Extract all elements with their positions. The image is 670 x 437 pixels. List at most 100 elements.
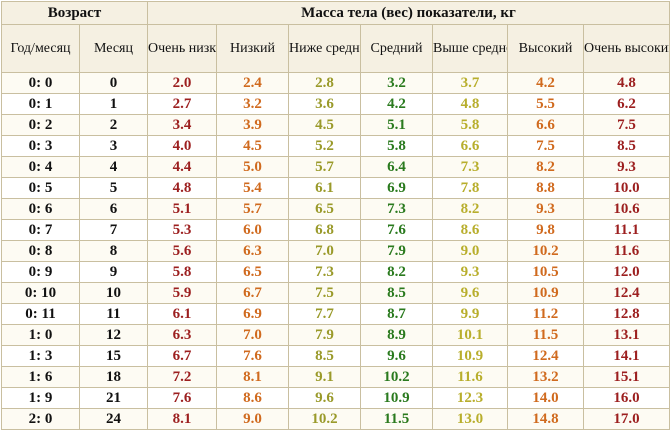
col-header-average: Средний bbox=[360, 24, 433, 73]
cell-year-month: 1: 3 bbox=[1, 345, 80, 367]
cell-month: 2 bbox=[79, 114, 148, 136]
cell-month: 15 bbox=[79, 345, 148, 367]
cell-below-average: 4.5 bbox=[288, 114, 361, 136]
cell-below-average: 9.1 bbox=[288, 366, 361, 388]
cell-below-average: 6.1 bbox=[288, 177, 361, 199]
table-row: 0: 10 10 5.9 6.7 7.5 8.5 9.6 10.9 12.4 bbox=[1, 282, 670, 304]
weight-table-body: 0: 0 0 2.0 2.4 2.8 3.2 3.7 4.2 4.8 0: 1 1 2.7 3.2 3.6… bbox=[1, 72, 670, 430]
cell-very-low: 6.3 bbox=[147, 324, 217, 346]
cell-above-average: 10.1 bbox=[432, 324, 508, 346]
cell-very-low: 3.4 bbox=[147, 114, 217, 136]
table-row: 0: 9 9 5.8 6.5 7.3 8.2 9.3 10.5 12.0 bbox=[1, 261, 670, 283]
cell-year-month: 0: 2 bbox=[1, 114, 80, 136]
cell-low: 8.1 bbox=[216, 366, 289, 388]
cell-very-high: 7.5 bbox=[583, 114, 670, 136]
cell-high: 14.0 bbox=[507, 387, 584, 409]
cell-average: 5.8 bbox=[360, 135, 433, 157]
col-header-high: Высокий bbox=[507, 24, 584, 73]
col-header-month: Месяц bbox=[79, 24, 148, 73]
cell-above-average: 6.6 bbox=[432, 135, 508, 157]
cell-year-month: 0: 8 bbox=[1, 240, 80, 262]
cell-below-average: 9.6 bbox=[288, 387, 361, 409]
cell-high: 9.3 bbox=[507, 198, 584, 220]
cell-high: 12.4 bbox=[507, 345, 584, 367]
col-header-year-month: Год/месяц bbox=[1, 24, 80, 73]
cell-low: 6.9 bbox=[216, 303, 289, 325]
cell-above-average: 9.6 bbox=[432, 282, 508, 304]
mass-group-header: Масса тела (вес) показатели, кг bbox=[147, 1, 670, 25]
cell-average: 8.2 bbox=[360, 261, 433, 283]
cell-high: 10.9 bbox=[507, 282, 584, 304]
cell-above-average: 12.3 bbox=[432, 387, 508, 409]
cell-low: 2.4 bbox=[216, 72, 289, 94]
cell-high: 13.2 bbox=[507, 366, 584, 388]
table-row: 2: 0 24 8.1 9.0 10.2 11.5 13.0 14.8 17.0 bbox=[1, 408, 670, 430]
cell-average: 7.9 bbox=[360, 240, 433, 262]
cell-very-low: 5.1 bbox=[147, 198, 217, 220]
cell-month: 8 bbox=[79, 240, 148, 262]
cell-below-average: 7.7 bbox=[288, 303, 361, 325]
cell-very-low: 6.1 bbox=[147, 303, 217, 325]
cell-above-average: 9.9 bbox=[432, 303, 508, 325]
cell-very-low: 4.0 bbox=[147, 135, 217, 157]
cell-very-low: 7.6 bbox=[147, 387, 217, 409]
cell-year-month: 0: 0 bbox=[1, 72, 80, 94]
cell-month: 18 bbox=[79, 366, 148, 388]
cell-high: 6.6 bbox=[507, 114, 584, 136]
cell-average: 10.9 bbox=[360, 387, 433, 409]
cell-year-month: 1: 0 bbox=[1, 324, 80, 346]
cell-above-average: 9.3 bbox=[432, 261, 508, 283]
table-row: 0: 6 6 5.1 5.7 6.5 7.3 8.2 9.3 10.6 bbox=[1, 198, 670, 220]
cell-below-average: 6.8 bbox=[288, 219, 361, 241]
cell-very-low: 2.7 bbox=[147, 93, 217, 115]
cell-very-low: 8.1 bbox=[147, 408, 217, 430]
cell-average: 7.6 bbox=[360, 219, 433, 241]
cell-low: 8.6 bbox=[216, 387, 289, 409]
cell-below-average: 3.6 bbox=[288, 93, 361, 115]
cell-very-low: 4.8 bbox=[147, 177, 217, 199]
cell-high: 10.5 bbox=[507, 261, 584, 283]
col-header-low: Низкий bbox=[216, 24, 289, 73]
cell-below-average: 2.8 bbox=[288, 72, 361, 94]
cell-month: 10 bbox=[79, 282, 148, 304]
cell-below-average: 7.0 bbox=[288, 240, 361, 262]
cell-high: 11.2 bbox=[507, 303, 584, 325]
cell-average: 11.5 bbox=[360, 408, 433, 430]
cell-month: 12 bbox=[79, 324, 148, 346]
cell-high: 14.8 bbox=[507, 408, 584, 430]
cell-high: 10.2 bbox=[507, 240, 584, 262]
cell-below-average: 7.5 bbox=[288, 282, 361, 304]
cell-very-low: 4.4 bbox=[147, 156, 217, 178]
cell-year-month: 0: 4 bbox=[1, 156, 80, 178]
age-group-header: Возраст bbox=[1, 1, 148, 25]
cell-year-month: 1: 6 bbox=[1, 366, 80, 388]
cell-high: 4.2 bbox=[507, 72, 584, 94]
table-row: 0: 7 7 5.3 6.0 6.8 7.6 8.6 9.8 11.1 bbox=[1, 219, 670, 241]
table-row: 1: 9 21 7.6 8.6 9.6 10.9 12.3 14.0 16.0 bbox=[1, 387, 670, 409]
cell-average: 3.2 bbox=[360, 72, 433, 94]
table-row: 0: 3 3 4.0 4.5 5.2 5.8 6.6 7.5 8.5 bbox=[1, 135, 670, 157]
cell-below-average: 6.5 bbox=[288, 198, 361, 220]
table-row: 1: 3 15 6.7 7.6 8.5 9.6 10.9 12.4 14.1 bbox=[1, 345, 670, 367]
cell-average: 10.2 bbox=[360, 366, 433, 388]
cell-very-high: 12.4 bbox=[583, 282, 670, 304]
cell-very-high: 10.6 bbox=[583, 198, 670, 220]
cell-high: 8.8 bbox=[507, 177, 584, 199]
cell-month: 4 bbox=[79, 156, 148, 178]
col-header-very-low: Очень низкий bbox=[147, 24, 217, 73]
cell-very-high: 11.1 bbox=[583, 219, 670, 241]
cell-high: 9.8 bbox=[507, 219, 584, 241]
cell-year-month: 1: 9 bbox=[1, 387, 80, 409]
cell-below-average: 10.2 bbox=[288, 408, 361, 430]
cell-very-high: 8.5 bbox=[583, 135, 670, 157]
cell-below-average: 7.3 bbox=[288, 261, 361, 283]
table-row: 0: 8 8 5.6 6.3 7.0 7.9 9.0 10.2 11.6 bbox=[1, 240, 670, 262]
cell-average: 6.4 bbox=[360, 156, 433, 178]
cell-low: 5.0 bbox=[216, 156, 289, 178]
table-row: 0: 11 11 6.1 6.9 7.7 8.7 9.9 11.2 12.8 bbox=[1, 303, 670, 325]
cell-month: 6 bbox=[79, 198, 148, 220]
cell-above-average: 7.8 bbox=[432, 177, 508, 199]
cell-below-average: 8.5 bbox=[288, 345, 361, 367]
cell-above-average: 3.7 bbox=[432, 72, 508, 94]
cell-very-high: 12.0 bbox=[583, 261, 670, 283]
